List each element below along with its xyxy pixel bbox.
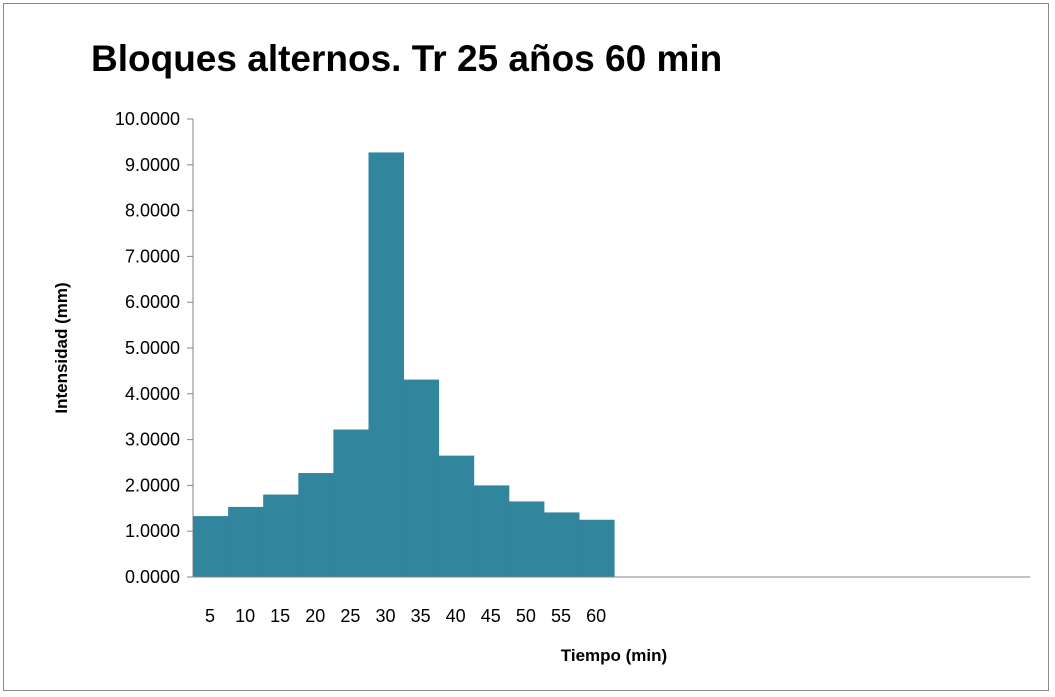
y-axis: 0.0000 1.0000 2.0000 3.0000 4.0000 5.0000 6.00… xyxy=(115,109,194,587)
bar xyxy=(508,501,545,577)
chart-frame: Bloques alternos. Tr 25 años 60 min 0.00… xyxy=(3,3,1049,691)
bar xyxy=(333,429,369,577)
bar xyxy=(228,506,264,577)
bar xyxy=(579,519,615,577)
y-tick-label: 3.0000 xyxy=(125,430,180,450)
x-tick-label: 25 xyxy=(340,606,360,626)
bar xyxy=(544,512,580,577)
chart-svg: Bloques alternos. Tr 25 años 60 min 0.00… xyxy=(52,38,1030,665)
y-tick-label: 7.0000 xyxy=(125,246,180,266)
bar xyxy=(473,485,510,577)
y-tick-label: 1.0000 xyxy=(125,521,180,541)
bar xyxy=(438,455,475,577)
y-tick-label: 2.0000 xyxy=(125,475,180,495)
x-tick-label: 50 xyxy=(516,606,536,626)
x-tick-label: 20 xyxy=(305,606,325,626)
bar xyxy=(193,516,229,577)
y-tick-label: 6.0000 xyxy=(125,292,180,312)
x-axis-title: Tiempo (min) xyxy=(561,646,667,665)
x-tick-label: 10 xyxy=(235,606,255,626)
y-tick-label: 9.0000 xyxy=(125,155,180,175)
y-tick-label: 5.0000 xyxy=(125,338,180,358)
x-tick-label: 30 xyxy=(375,606,395,626)
chart-title: Bloques alternos. Tr 25 años 60 min xyxy=(91,38,722,79)
y-tick-label: 4.0000 xyxy=(125,384,180,404)
bar xyxy=(368,152,404,577)
x-axis: 5 10 15 20 25 30 35 40 45 50 55 60 xyxy=(193,576,1030,626)
bar-series xyxy=(193,152,615,577)
x-tick-label: 35 xyxy=(411,606,431,626)
x-tick-label: 60 xyxy=(586,606,606,626)
x-tick-label: 15 xyxy=(270,606,290,626)
y-tick-label: 10.0000 xyxy=(115,109,180,129)
x-tick-label: 40 xyxy=(446,606,466,626)
y-axis-title: Intensidad (mm) xyxy=(52,282,71,413)
y-tick-label: 0.0000 xyxy=(125,567,180,587)
bar xyxy=(403,379,440,577)
bar xyxy=(298,473,334,577)
y-tick-label: 8.0000 xyxy=(125,201,180,221)
x-tick-label: 5 xyxy=(205,606,215,626)
x-tick-label: 55 xyxy=(551,606,571,626)
bar xyxy=(263,494,299,577)
x-tick-label: 45 xyxy=(481,606,501,626)
